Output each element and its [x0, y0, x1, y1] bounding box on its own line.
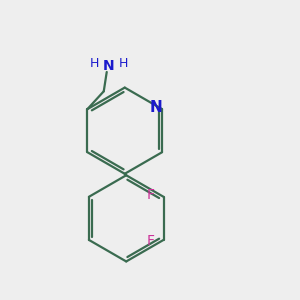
Text: H: H	[118, 58, 128, 70]
Text: F: F	[147, 188, 155, 202]
Text: N: N	[149, 100, 162, 115]
Text: H: H	[90, 58, 100, 70]
Text: N: N	[102, 59, 114, 74]
Text: F: F	[147, 234, 155, 248]
